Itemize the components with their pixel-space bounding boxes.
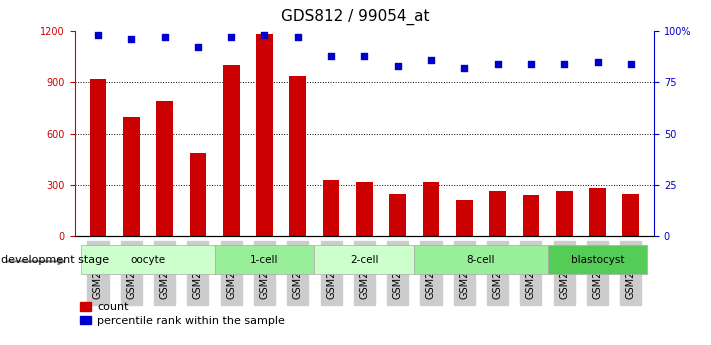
Bar <box>190 152 206 236</box>
Point <box>326 53 337 58</box>
Point <box>459 65 470 71</box>
Bar <box>547 245 648 274</box>
Bar <box>90 79 106 236</box>
Point <box>292 34 304 40</box>
Text: 1-cell: 1-cell <box>250 255 279 265</box>
Point <box>525 61 537 67</box>
Bar <box>256 34 273 236</box>
Point <box>92 32 104 38</box>
Point <box>192 45 203 50</box>
Text: oocyte: oocyte <box>130 255 166 265</box>
Bar <box>456 199 473 236</box>
Bar <box>415 245 547 274</box>
Text: 8-cell: 8-cell <box>466 255 495 265</box>
Bar <box>81 245 215 274</box>
Point <box>359 53 370 58</box>
Point <box>592 59 603 65</box>
Point <box>559 61 570 67</box>
Point <box>225 34 237 40</box>
Text: blastocyst: blastocyst <box>571 255 624 265</box>
Bar <box>489 191 506 236</box>
Bar <box>289 76 306 236</box>
Bar <box>623 194 639 236</box>
Bar <box>323 180 339 236</box>
Text: development stage: development stage <box>1 256 109 265</box>
Bar <box>223 65 240 236</box>
Text: 2-cell: 2-cell <box>350 255 379 265</box>
Bar <box>556 191 572 236</box>
Bar <box>422 181 439 236</box>
Bar <box>523 195 539 236</box>
Bar <box>215 245 314 274</box>
Bar <box>589 188 606 236</box>
Point <box>259 32 270 38</box>
Bar <box>314 245 415 274</box>
Legend: count, percentile rank within the sample: count, percentile rank within the sample <box>80 302 284 326</box>
Bar <box>356 181 373 236</box>
Point <box>126 37 137 42</box>
Bar <box>390 194 406 236</box>
Bar <box>156 101 173 236</box>
Point <box>425 57 437 62</box>
Bar <box>123 117 139 236</box>
Point <box>625 61 636 67</box>
Point <box>392 63 403 69</box>
Text: GDS812 / 99054_at: GDS812 / 99054_at <box>282 9 429 25</box>
Point <box>492 61 503 67</box>
Point <box>159 34 170 40</box>
